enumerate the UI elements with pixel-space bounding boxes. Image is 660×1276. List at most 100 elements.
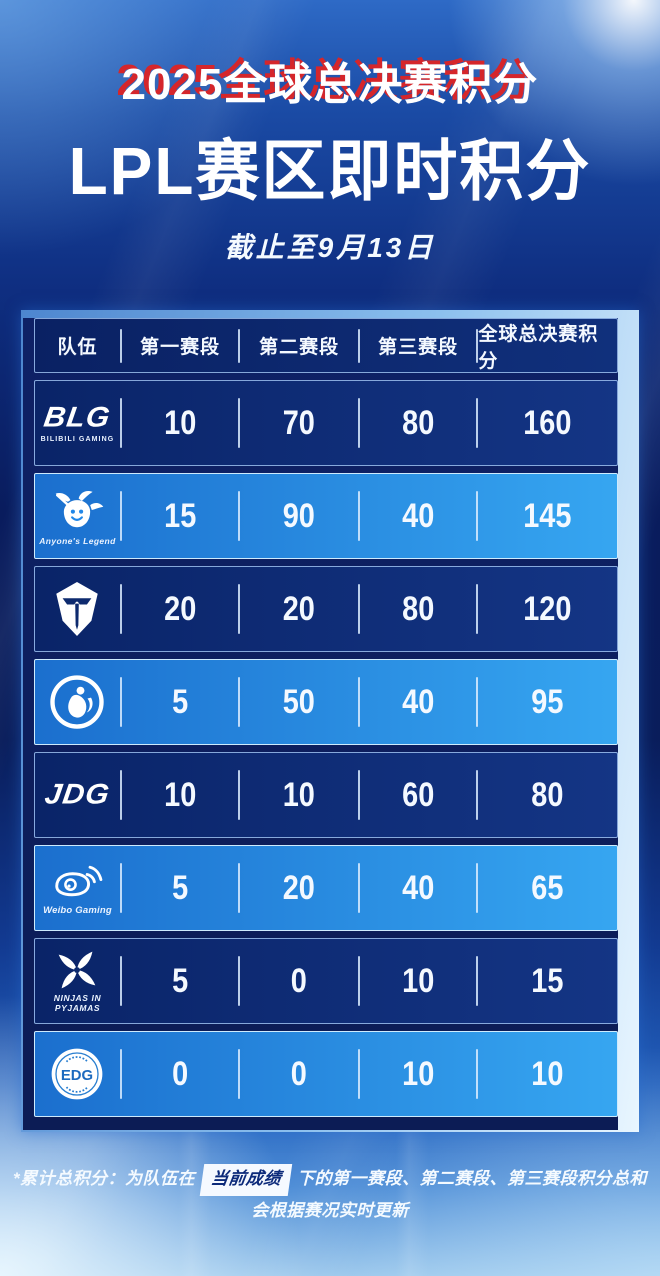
column-divider (119, 677, 122, 727)
team-caption: Anyone's Legend (39, 535, 116, 546)
column-divider (238, 491, 241, 541)
stage1-score: 5 (172, 868, 189, 907)
team-caption-line2: PYJAMAS (54, 1003, 101, 1013)
column-divider (119, 770, 122, 820)
table-header-row: 队伍 第一赛段 第二赛段 第三赛段 全球总决赛积分 (34, 318, 618, 373)
top-esports-shield-logo (56, 582, 99, 636)
header-stage3: 第三赛段 (378, 337, 459, 358)
column-divider (119, 328, 122, 363)
column-divider (357, 328, 360, 363)
column-divider (357, 677, 360, 727)
edg-badge-logo: EDG (52, 1048, 103, 1100)
column-divider (119, 1049, 122, 1099)
team-cell-al: Anyone's Legend (35, 487, 120, 546)
column-divider (119, 398, 122, 448)
title-year-line: 2025全球总决赛积分 (121, 60, 539, 109)
stage3-score: 60 (402, 775, 435, 814)
stage1-score: 20 (164, 589, 197, 628)
team-cell-edg: EDG (35, 1046, 120, 1102)
weibo-eye-logo (55, 865, 103, 897)
blg-wordmark-logo: BLG (42, 401, 113, 434)
stage1-score: 15 (164, 496, 197, 535)
stage2-score: 10 (283, 775, 316, 814)
column-divider (238, 956, 241, 1006)
column-divider (476, 770, 479, 820)
column-divider (476, 584, 479, 634)
stage1-score: 5 (172, 961, 189, 1000)
column-divider (119, 584, 122, 634)
invictus-gaming-ring-logo (50, 675, 105, 729)
column-divider (476, 677, 479, 727)
total-score: 80 (531, 775, 564, 814)
header-total: 全球总决赛积分 (478, 323, 599, 372)
total-score: 120 (523, 589, 572, 628)
column-divider (357, 956, 360, 1006)
team-cell-nip: NINJAS IN PYJAMAS (35, 948, 120, 1014)
footnote-line1: *累计总积分：为队伍在 当前成绩 下的第一赛段、第二赛段、第三赛段积分总和 (0, 1164, 660, 1196)
column-divider (238, 584, 241, 634)
header-stage2: 第二赛段 (259, 337, 340, 358)
column-divider (476, 863, 479, 913)
column-divider (238, 1049, 241, 1099)
stage3-score: 40 (402, 496, 435, 535)
table-row-edg: EDG 0 0 10 10 (34, 1031, 618, 1117)
page-title: LPL赛区即时积分 (68, 133, 592, 209)
team-cell-blg: BLG BILIBILI GAMING (35, 401, 120, 443)
team-caption: Weibo Gaming (43, 905, 112, 916)
total-score: 95 (531, 682, 564, 721)
total-score: 145 (523, 496, 572, 535)
stage1-score: 0 (172, 1054, 189, 1093)
column-divider (238, 328, 241, 363)
table-row-ig: 5 50 40 95 (34, 659, 618, 745)
team-cell-wbg: Weibo Gaming (35, 860, 120, 916)
column-divider (238, 677, 241, 727)
team-caption: NINJAS IN PYJAMAS (54, 993, 101, 1014)
footnote-line2: 会根据赛况实时更新 (251, 1200, 409, 1220)
column-divider (476, 328, 479, 363)
header-stage1: 第一赛段 (140, 337, 221, 358)
team-cell-ig (35, 674, 120, 730)
table-row-jdg: JDG 10 10 60 80 (34, 752, 618, 838)
stage3-score: 40 (402, 868, 435, 907)
footnote: *累计总积分：为队伍在 当前成绩 下的第一赛段、第二赛段、第三赛段积分总和 会根据赛… (0, 1164, 660, 1226)
column-divider (357, 491, 360, 541)
table-row-tes: 20 20 80 120 (34, 566, 618, 652)
team-cell-tes (35, 580, 120, 638)
column-divider (357, 398, 360, 448)
footnote-prefix: *累计总积分：为队伍在 (12, 1169, 196, 1188)
ninjas-in-pyjamas-shuriken-logo (59, 951, 96, 989)
table-row-nip: NINJAS IN PYJAMAS 5 0 10 15 (34, 938, 618, 1024)
stage1-score: 5 (172, 682, 189, 721)
stage2-score: 20 (283, 589, 316, 628)
column-divider (119, 956, 122, 1006)
standings-panel-inner: 队伍 第一赛段 第二赛段 第三赛段 全球总决赛积分 BLG BILIBILI G… (23, 318, 618, 1130)
total-score: 65 (531, 868, 564, 907)
column-divider (357, 770, 360, 820)
stage3-score: 80 (402, 589, 435, 628)
total-score: 10 (531, 1054, 564, 1093)
total-score: 15 (531, 961, 564, 1000)
stage1-score: 10 (164, 775, 197, 814)
column-divider (238, 398, 241, 448)
table-row-wbg: Weibo Gaming 5 20 40 65 (34, 845, 618, 931)
column-divider (119, 863, 122, 913)
column-divider (357, 1049, 360, 1099)
footnote-suffix: 下的第一赛段、第二赛段、第三赛段积分总和 (297, 1169, 648, 1188)
column-divider (357, 863, 360, 913)
team-caption: BILIBILI GAMING (40, 436, 115, 443)
stage3-score: 80 (402, 403, 435, 442)
stage2-score: 0 (291, 961, 308, 1000)
column-divider (476, 956, 479, 1006)
table-row-blg: BLG BILIBILI GAMING 10 70 80 160 (34, 380, 618, 466)
title-deadline: 截止至9月13日 (224, 232, 436, 263)
standings-panel: 队伍 第一赛段 第二赛段 第三赛段 全球总决赛积分 BLG BILIBILI G… (21, 310, 639, 1132)
svg-text:EDG: EDG (61, 1068, 93, 1084)
stage2-score: 90 (283, 496, 316, 535)
stage2-score: 70 (283, 403, 316, 442)
header-team: 队伍 (57, 337, 98, 358)
stage3-score: 10 (402, 1054, 435, 1093)
column-divider (357, 584, 360, 634)
stage1-score: 10 (164, 403, 197, 442)
column-divider (119, 491, 122, 541)
